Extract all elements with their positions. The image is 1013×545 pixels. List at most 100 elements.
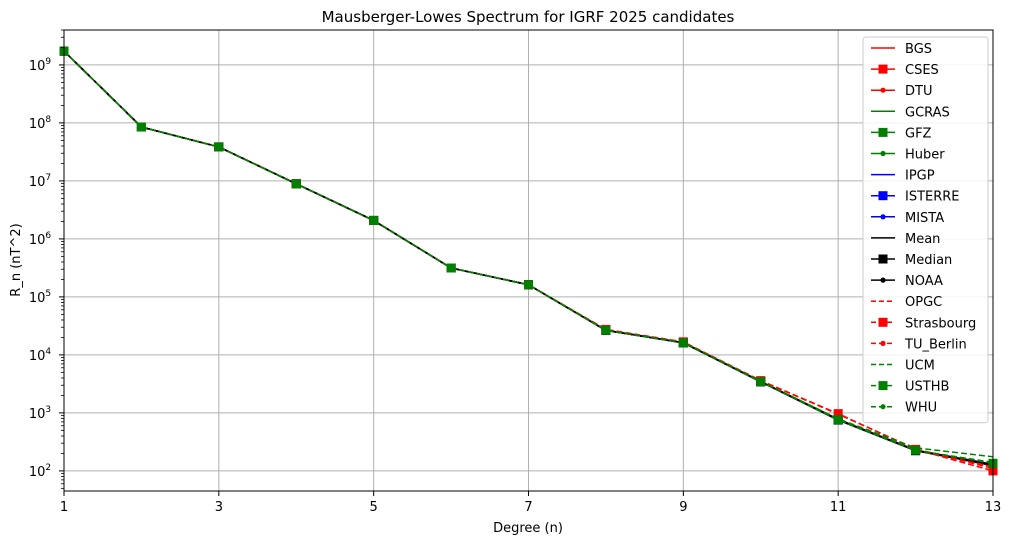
legend-label: BGS [905, 42, 932, 57]
data-point-whu [603, 327, 609, 333]
x-tick-label: 5 [370, 500, 378, 515]
legend-item-mean: Mean [871, 232, 940, 247]
y-axis-label: R_n (nT^2) [9, 223, 24, 296]
y-tick-label: 103 [29, 405, 51, 422]
legend-item-ucm: UCM [871, 359, 935, 374]
legend-label: TU_Berlin [904, 337, 967, 352]
legend-label: Strasbourg [905, 316, 976, 331]
legend-label: GCRAS [905, 105, 950, 120]
y-tick-exponent: 5 [45, 289, 51, 299]
legend-label: Huber [905, 148, 945, 163]
x-tick-label: 11 [830, 500, 847, 515]
x-tick-label: 9 [679, 500, 687, 515]
legend-marker [880, 214, 886, 220]
legend-box [862, 36, 989, 424]
legend-item-bgs: BGS [871, 42, 932, 57]
legend-item-noaa: NOAA [871, 274, 943, 289]
legend-item-strasbourg: Strasbourg [871, 316, 976, 331]
series-group [59, 46, 998, 476]
legend-label: Median [905, 253, 952, 268]
y-tick-base: 10 [29, 59, 46, 74]
legend-marker [880, 404, 886, 410]
y-tick-exponent: 6 [45, 231, 51, 241]
y-tick-base: 10 [29, 175, 46, 190]
legend-item-tu-berlin: TU_Berlin [871, 337, 967, 352]
data-point-whu [448, 265, 454, 271]
y-tick-base: 10 [29, 233, 46, 248]
x-tick-label: 7 [524, 500, 532, 515]
legend-label: CSES [905, 63, 939, 78]
y-tick-exponent: 9 [45, 57, 51, 67]
legend-label: Mean [905, 232, 940, 247]
legend-marker [878, 191, 888, 201]
legend-label: UCM [905, 359, 935, 374]
legend-label: GFZ [905, 126, 932, 141]
legend-item-huber: Huber [871, 148, 945, 163]
y-tick-label: 109 [29, 57, 52, 74]
y-tick-exponent: 3 [45, 405, 51, 415]
legend-item-ipgp: IPGP [871, 169, 935, 184]
legend-marker [878, 64, 888, 74]
legend-marker [880, 340, 886, 346]
legend-item-opgc: OPGC [871, 295, 942, 310]
legend-label: NOAA [905, 274, 943, 289]
legend-item-usthb: USTHB [871, 380, 949, 395]
legend-label: USTHB [905, 380, 949, 395]
x-tick-label: 3 [215, 500, 223, 515]
grid-lines [63, 30, 994, 491]
y-tick-exponent: 8 [45, 115, 51, 125]
data-point-whu [835, 417, 841, 423]
data-point-whu [293, 181, 299, 187]
y-tick-exponent: 4 [45, 347, 51, 357]
legend-label: MISTA [905, 211, 944, 226]
chart-title: Mausberger-Lowes Spectrum for IGRF 2025 … [322, 8, 735, 26]
legend-item-mista: MISTA [871, 211, 944, 226]
data-point-whu [216, 144, 222, 150]
legend-marker [878, 381, 888, 391]
y-tick-label: 102 [29, 463, 51, 480]
y-tick-exponent: 7 [45, 173, 51, 183]
y-tick-label: 106 [29, 231, 52, 248]
legend-item-isterre: ISTERRE [871, 190, 960, 205]
legend-label: OPGC [905, 295, 942, 310]
legend-item-gfz: GFZ [871, 126, 932, 141]
legend-marker [878, 317, 888, 327]
y-tick-base: 10 [29, 349, 46, 364]
data-point-whu [138, 124, 145, 130]
legend-label: WHU [905, 401, 937, 416]
legend-marker [880, 150, 886, 157]
y-tick-base: 10 [29, 407, 46, 422]
y-tick-label: 108 [29, 115, 52, 132]
legend-label: ISTERRE [905, 190, 960, 205]
y-tick-base: 10 [29, 291, 46, 306]
data-point-whu [912, 447, 919, 453]
legend-item-median: Median [871, 253, 952, 268]
data-point-whu [371, 217, 377, 224]
legend-marker [880, 277, 886, 283]
legend-item-cses: CSES [871, 63, 939, 78]
legend-item-dtu: DTU [871, 84, 932, 99]
data-point-whu [680, 340, 686, 346]
data-point-strasbourg [833, 409, 843, 419]
legend-label: DTU [905, 84, 932, 99]
legend-item-gcras: GCRAS [871, 105, 950, 120]
legend-item-whu: WHU [871, 401, 937, 416]
y-tick-label: 104 [29, 347, 52, 364]
x-tick-label: 13 [985, 500, 1002, 515]
y-tick-base: 10 [29, 117, 46, 132]
legend: BGS CSES DTU GCRAS GFZ Huber IPGP ISTERRE MISTA M… [862, 36, 989, 424]
legend-marker [880, 87, 886, 93]
y-tick-label: 107 [29, 173, 51, 190]
legend-marker [878, 254, 888, 264]
y-tick-base: 10 [29, 465, 46, 480]
x-tick-label: 1 [60, 500, 68, 515]
legend-label: IPGP [905, 169, 935, 184]
data-point-whu [525, 282, 532, 288]
x-axis: 1 3 5 7 9 11 13 [60, 491, 1001, 515]
legend-marker [878, 127, 888, 137]
x-axis-label: Degree (n) [493, 521, 563, 536]
data-point-whu [758, 379, 764, 385]
y-tick-label: 105 [29, 289, 51, 306]
